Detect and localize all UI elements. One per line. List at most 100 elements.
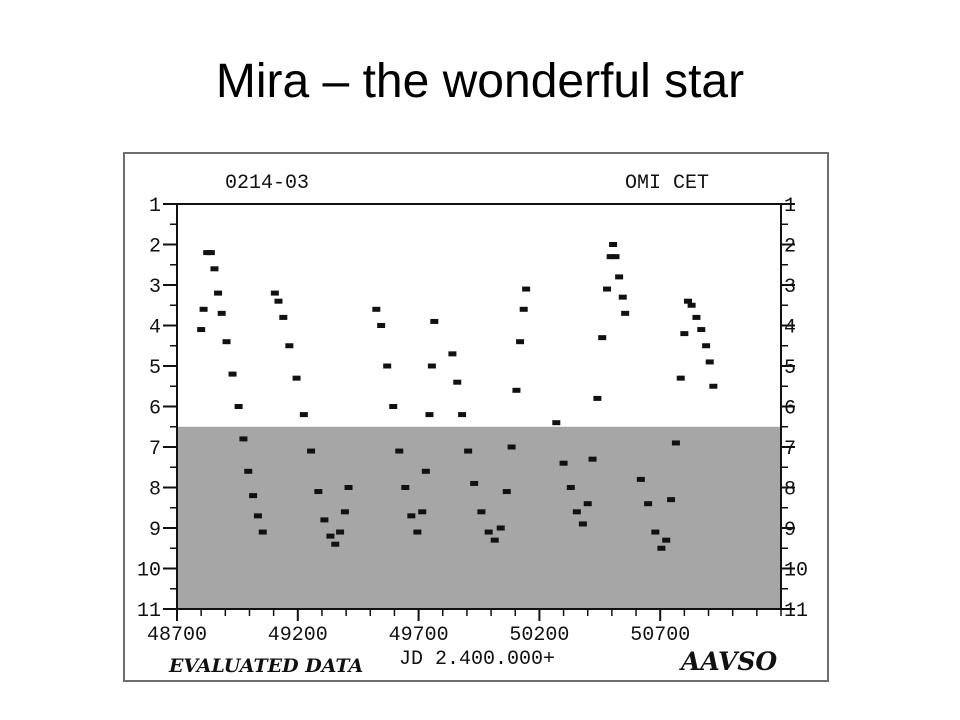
data-point [618,294,627,300]
data-point [425,412,434,418]
data-point [603,286,612,292]
data-point [448,351,457,357]
aavso-label: AAVSO [679,647,777,676]
data-point [507,444,516,450]
data-point [320,517,329,523]
data-point [340,509,349,515]
data-point [705,359,714,365]
data-point [336,529,345,535]
data-points [197,242,718,551]
data-point [228,371,237,377]
y-tick-label-right: 11 [784,600,808,623]
data-point [662,537,671,543]
data-point [512,387,521,393]
data-point [326,533,335,539]
data-point [502,489,511,495]
data-point [516,339,525,345]
data-point [372,306,381,312]
data-point [496,525,505,531]
data-point [611,254,620,260]
data-point [210,266,219,272]
x-axis: 48700 49200 49700 50200 50700 [147,609,782,647]
data-point [253,513,262,519]
y-tick-label-right: 7 [784,438,796,461]
data-point [680,331,689,337]
y-tick-label-left: 3 [149,276,161,299]
y-axis-right: 1 2 3 4 5 6 7 8 9 10 11 [781,195,808,623]
data-point [702,343,711,349]
data-point [274,298,283,304]
data-point [697,327,706,333]
data-point [470,480,479,486]
data-point [383,363,392,369]
x-tick-label: 49200 [268,624,328,647]
x-axis-label: JD 2.400.000+ [399,648,555,671]
evaluated-data-label: EVALUATED DATA [168,655,363,677]
data-point [572,509,581,515]
data-point [307,448,316,454]
data-point [407,513,416,519]
x-tick-label: 50700 [630,624,690,647]
y-tick-label-left: 10 [137,560,161,583]
data-point [490,537,499,543]
data-point [214,290,223,296]
data-point [413,529,422,535]
data-point [667,497,676,503]
data-point [377,323,386,328]
data-point [615,274,624,280]
data-point [621,310,630,316]
data-point [270,290,279,296]
data-point [683,298,692,304]
data-point [401,485,410,490]
data-point [566,485,575,490]
data-point [222,339,231,345]
y-tick-label-right: 1 [784,195,796,218]
data-point [418,509,427,515]
data-point [519,306,528,312]
y-tick-label-left: 6 [149,398,161,421]
data-point [197,327,206,333]
y-tick-label-left: 8 [149,479,161,502]
y-tick-label-right: 8 [784,479,796,502]
slide-title: Mira – the wonderful star [215,55,745,108]
data-point [709,383,718,389]
data-point [279,314,288,320]
data-point [583,501,592,507]
data-point [609,242,618,247]
data-point [389,404,398,409]
star-name: OMI CET [625,172,709,195]
data-point [606,254,615,260]
data-point [314,489,323,495]
y-tick-label-left: 1 [149,195,161,218]
y-tick-label-right: 6 [784,398,796,421]
data-point [249,493,258,499]
x-tick-label: 48700 [147,624,207,647]
data-point [464,448,473,454]
data-point [427,363,436,369]
y-tick-label-left: 7 [149,438,161,461]
shaded-region [177,426,781,609]
y-axis-left: 1 2 3 4 5 6 7 8 9 10 11 [137,195,177,623]
data-point [458,412,467,418]
data-point [344,485,353,490]
data-point [687,302,696,308]
data-point [453,379,462,385]
y-tick-label-right: 3 [784,276,796,299]
x-tick-label: 50200 [509,624,569,647]
y-tick-label-left: 5 [149,357,161,380]
data-point [692,314,701,320]
data-point [671,440,680,446]
data-point [292,375,301,381]
data-point [588,456,597,462]
data-point [559,460,568,466]
data-point [578,521,587,527]
y-tick-label-right: 4 [784,317,796,340]
data-point [239,436,248,442]
data-point [593,395,602,401]
data-point [552,420,561,426]
data-point [244,468,253,474]
y-tick-label-right: 9 [784,519,796,542]
data-point [199,306,208,312]
